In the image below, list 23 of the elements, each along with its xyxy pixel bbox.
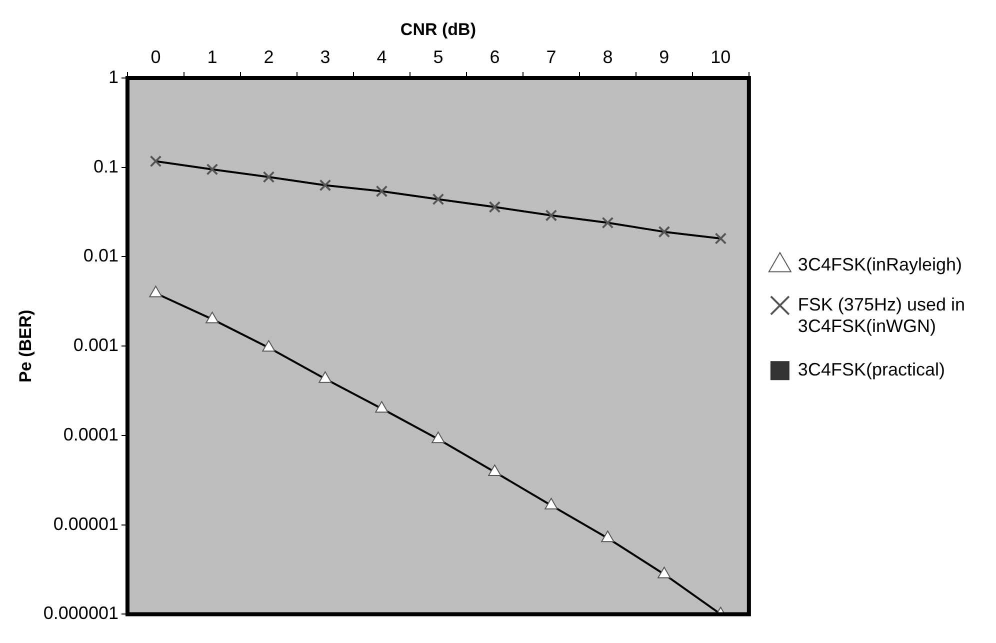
x-tick-label: 10 (710, 47, 731, 68)
x-tick-label: 9 (659, 47, 670, 68)
y-tick-label: 0.0001 (63, 424, 118, 444)
x-tick-label: 2 (264, 47, 274, 68)
x-tick-label: 4 (376, 47, 387, 68)
x-tick-label: 5 (433, 47, 444, 68)
y-axis-title: Pe (BER) (16, 310, 35, 382)
x-tick-label: 3 (320, 47, 330, 68)
y-tick-label: 0.1 (93, 156, 118, 176)
x-tick-label: 7 (546, 47, 556, 68)
y-tick-label: 1 (108, 66, 118, 87)
legend-label: 3C4FSK(practical) (798, 360, 945, 380)
x-tick-label: 0 (150, 47, 161, 68)
y-tick-label: 0.01 (83, 246, 118, 266)
legend-label: 3C4FSK(inRayleigh) (798, 254, 962, 274)
x-tick-label: 8 (602, 47, 613, 68)
x-axis-title: CNR (dB) (400, 20, 476, 39)
y-tick-label: 0.000001 (43, 603, 118, 624)
legend-label: FSK (375Hz) used in 3C4FSK(inWGN) (798, 294, 966, 336)
y-tick-label: 0.00001 (53, 514, 118, 534)
x-tick-label: 6 (490, 47, 500, 68)
y-tick-label: 0.001 (73, 335, 118, 356)
x-tick-label: 1 (207, 47, 218, 68)
